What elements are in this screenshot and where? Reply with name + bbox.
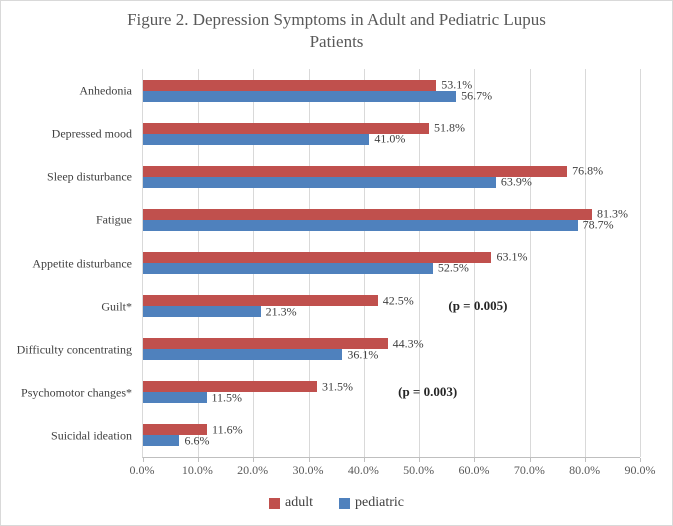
bar-pediatric-fatigue: 78.7% (143, 218, 614, 232)
data-label-adult-suicidal-ideation: 11.6% (212, 422, 243, 437)
x-tick-label-50-0: 50.0% (403, 463, 435, 477)
gridline-80-0 (584, 69, 586, 457)
bar-adult-suicidal-ideation: 11.6% (143, 422, 243, 436)
data-label-pediatric-depressed-mood: 41.0% (374, 131, 406, 146)
bar-pediatric-difficulty-concentrating: 36.1% (143, 347, 378, 361)
plot-area: 53.1% 56.7% 51.8% 41.0% 76.8% 63.9% 81.3% 78.7%… (142, 69, 641, 462)
x-tick-label-90-0: 90.0% (624, 463, 656, 477)
bar-group-guilt: 42.5% 21.3% (143, 285, 640, 328)
x-tick-label-20-0: 20.0% (237, 463, 269, 477)
category-label-guilt: Guilt* (101, 299, 132, 314)
bar-group-anhedonia: 53.1% 56.7% (143, 69, 640, 112)
bar-adult-appetite-disturbance: 63.1% (143, 250, 527, 264)
data-label-adult-fatigue: 81.3% (596, 206, 628, 221)
legend-item-adult: adult (269, 495, 313, 511)
data-label-adult-difficulty-concentrating: 44.3% (392, 336, 424, 351)
category-label-difficulty-concentrating: Difficulty concentrating (16, 342, 132, 357)
tickmark-40-0 (363, 458, 365, 462)
y-axis-category-labels: Anhedonia Depressed mood Sleep disturbance… (1, 69, 137, 458)
x-tick-label-30-0: 30.0% (292, 463, 324, 477)
category-label-fatigue: Fatigue (96, 212, 132, 227)
bar-group-suicidal-ideation: 11.6% 6.6% (143, 414, 640, 457)
legend-label-adult: adult (285, 495, 313, 510)
tickmark-0-0 (143, 458, 144, 462)
tickmark-20-0 (253, 458, 255, 462)
category-label-suicidal-ideation: Suicidal ideation (51, 428, 132, 443)
data-label-adult-sleep-disturbance: 76.8% (572, 163, 604, 178)
legend-swatch-adult (269, 497, 280, 509)
bar-group-difficulty-concentrating: 44.3% 36.1% (143, 328, 640, 371)
data-label-pediatric-suicidal-ideation: 6.6% (184, 433, 210, 448)
category-label-appetite-disturbance: Appetite disturbance (32, 256, 132, 270)
bar-adult-difficulty-concentrating: 44.3% (143, 336, 424, 350)
legend-item-pediatric: pediatric (339, 495, 404, 511)
bar-pediatric-suicidal-ideation: 6.6% (143, 433, 209, 447)
category-label-psychomotor-changes: Psychomotor changes* (21, 385, 132, 400)
bar-adult-depressed-mood: 51.8% (143, 121, 465, 135)
bar-pediatric-depressed-mood: 41.0% (143, 132, 405, 146)
bar-group-sleep-disturbance: 76.8% 63.9% (143, 155, 640, 198)
x-tick-label-60-0: 60.0% (458, 463, 490, 477)
gridline-70-0 (529, 69, 531, 457)
data-label-adult-depressed-mood: 51.8% (434, 120, 466, 135)
bar-group-appetite-disturbance: 63.1% 52.5% (143, 241, 640, 284)
data-label-pediatric-guilt: 21.3% (265, 304, 297, 319)
x-tick-label-80-0: 80.0% (569, 463, 601, 477)
bar-pediatric-appetite-disturbance: 52.5% (143, 261, 469, 275)
category-label-depressed-mood: Depressed mood (51, 126, 132, 141)
data-label-pediatric-difficulty-concentrating: 36.1% (347, 347, 379, 362)
tickmark-80-0 (584, 458, 586, 462)
bar-adult-sleep-disturbance: 76.8% (143, 164, 603, 178)
bar-pediatric-sleep-disturbance: 63.9% (143, 175, 532, 189)
data-label-pediatric-sleep-disturbance: 63.9% (500, 174, 532, 189)
bar-group-psychomotor-changes: 31.5% 11.5% (143, 371, 640, 414)
bar-adult-fatigue: 81.3% (143, 207, 628, 221)
category-label-anhedonia: Anhedonia (79, 83, 132, 98)
bar-pediatric-anhedonia: 56.7% (143, 89, 492, 103)
bar-adult-guilt: 42.5% (143, 293, 414, 307)
tickmark-60-0 (474, 458, 476, 462)
data-label-adult-anhedonia: 53.1% (441, 77, 473, 92)
bar-adult-anhedonia: 53.1% (143, 78, 472, 92)
chart-title-line-1: Figure 2. Depression Symptoms in Adult a… (127, 10, 546, 29)
tickmark-10-0 (198, 458, 200, 462)
legend-label-pediatric: pediatric (355, 495, 404, 510)
data-label-pediatric-anhedonia: 56.7% (461, 88, 493, 103)
annotation-pvalue-guilt: (p = 0.005) (448, 298, 508, 314)
x-tick-label-10-0: 10.0% (181, 463, 213, 477)
chart-title-line-2: Patients (309, 32, 364, 51)
gridline-60-0 (474, 69, 476, 457)
tickmark-50-0 (419, 458, 421, 462)
bar-pediatric-psychomotor-changes: 11.5% (143, 390, 242, 404)
x-tick-label-40-0: 40.0% (347, 463, 379, 477)
data-label-pediatric-appetite-disturbance: 52.5% (437, 260, 469, 275)
legend-swatch-pediatric (339, 497, 350, 509)
data-label-adult-psychomotor-changes: 31.5% (321, 379, 353, 394)
data-label-pediatric-psychomotor-changes: 11.5% (211, 390, 243, 405)
chart-title: Figure 2. Depression Symptoms in Adult a… (1, 9, 672, 53)
tickmark-30-0 (308, 458, 310, 462)
data-label-pediatric-fatigue: 78.7% (582, 217, 614, 232)
tickmark-70-0 (529, 458, 531, 462)
gridline-90-0 (640, 69, 641, 457)
x-axis-tick-labels: 0.0% 10.0% 20.0% 30.0% 40.0% 50.0% 60.0% 70.0% 8… (130, 463, 656, 479)
tickmark-90-0 (640, 458, 641, 462)
bar-group-fatigue: 81.3% 78.7% (143, 198, 640, 241)
data-label-adult-guilt: 42.5% (382, 293, 414, 308)
category-label-sleep-disturbance: Sleep disturbance (47, 169, 132, 184)
legend: adult pediatric (1, 495, 672, 511)
bar-group-depressed-mood: 51.8% 41.0% (143, 112, 640, 155)
x-tick-label-0-0: 0.0% (129, 463, 155, 477)
data-label-adult-appetite-disturbance: 63.1% (496, 249, 528, 264)
annotation-pvalue-psychomotor-changes: (p = 0.003) (398, 384, 458, 400)
x-tick-label-70-0: 70.0% (513, 463, 545, 477)
bar-pediatric-guilt: 21.3% (143, 304, 297, 318)
bar-adult-psychomotor-changes: 31.5% (143, 379, 353, 393)
